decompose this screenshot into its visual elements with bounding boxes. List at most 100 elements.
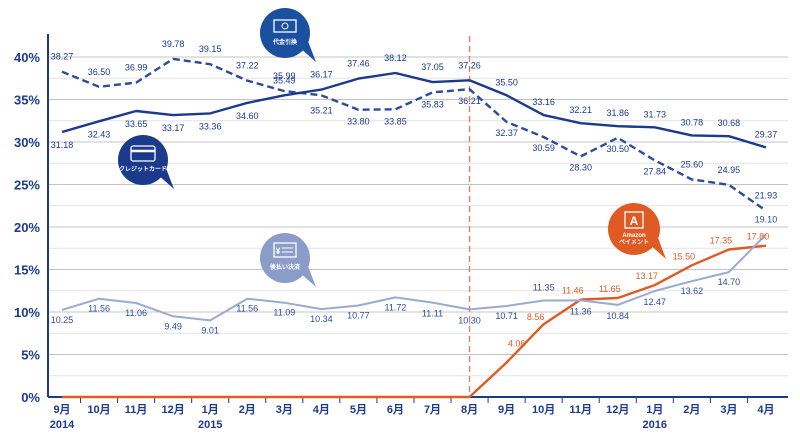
x-tick-label: 12月 (162, 403, 185, 416)
callout-bubble (260, 8, 310, 58)
x-tick-label: 12月 (606, 403, 629, 416)
callout-label: Amazon (622, 233, 646, 239)
data-label-credit: 31.18 (51, 140, 74, 150)
y-tick-label: 5% (21, 348, 40, 363)
data-label-amazon: 15.50 (673, 251, 696, 261)
y-tick-label: 15% (14, 263, 40, 278)
data-label-deferred: 9.01 (201, 325, 219, 335)
callout-label: ペイメント (619, 239, 649, 246)
callout-credit: クレジットカード (118, 135, 174, 189)
series-lines (61, 57, 767, 399)
data-label-credit: 31.73 (644, 109, 667, 119)
y-tick-label: 30% (14, 135, 40, 150)
data-label-deferred: 11.06 (125, 308, 147, 318)
callout-cash: 代金引換 (260, 8, 316, 62)
data-label-deferred: 10.30 (458, 315, 481, 325)
amazon-a-glyph: A (630, 214, 639, 228)
callout-label: クレジットカード (119, 165, 167, 173)
data-label-credit: 30.78 (681, 117, 704, 127)
data-label-deferred: 10.71 (495, 311, 518, 321)
data-label-deferred: 11.36 (570, 306, 592, 316)
data-label-cash: 27.84 (644, 166, 667, 176)
x-tick-label: 8月 (461, 403, 478, 416)
x-tick-label: 9月 (498, 403, 515, 416)
data-label-cash: 39.15 (199, 44, 222, 54)
data-label-cash: 33.85 (384, 116, 407, 126)
x-tick-label: 9月 (53, 403, 70, 416)
callout-deferred: ¥ 後払い決済 (260, 233, 316, 287)
x-tick-label: 11月 (569, 403, 592, 416)
data-label-amazon: 11.46 (562, 286, 584, 296)
data-label-cash: 21.93 (755, 191, 778, 201)
amazon-a-icon: A (624, 211, 644, 229)
x-tick-label: 10月 (532, 403, 555, 416)
x-tick-label: 6月 (387, 403, 404, 416)
data-labels: 38.27 36.50 36.99 39.78 39.15 37.22 35.99 35.21… (51, 39, 777, 349)
data-label-deferred: 9.49 (164, 321, 182, 331)
data-label-cash: 36.50 (88, 67, 111, 77)
data-label-amazon: 4.06 (508, 338, 526, 348)
x-tick-label: 7月 (424, 403, 441, 416)
series-line-cash (61, 57, 767, 212)
grid (48, 36, 788, 397)
data-label-deferred: 10.84 (606, 311, 629, 321)
data-label-credit: 36.17 (310, 70, 333, 80)
data-label-cash: 30.50 (606, 144, 629, 154)
data-label-credit: 37.46 (347, 59, 370, 69)
data-label-credit: 33.36 (199, 121, 222, 131)
y-tick-label: 20% (14, 220, 40, 235)
data-label-cash: 24.95 (718, 165, 741, 175)
data-label-credit: 34.60 (236, 111, 259, 121)
series-line-amazon (62, 244, 767, 399)
x-tick-label: 1月 (646, 403, 663, 416)
y-tick-label: 40% (14, 50, 40, 65)
credit-card-icon (130, 145, 156, 162)
data-label-deferred: 11.56 (88, 304, 110, 314)
callout-label: 後払い決済 (270, 263, 301, 271)
data-label-deferred: 12.47 (644, 297, 667, 307)
data-label-cash: 35.99 (273, 71, 296, 81)
data-label-cash: 32.37 (495, 128, 518, 138)
data-label-deferred: 14.70 (718, 277, 741, 287)
x-tick-label: 4月 (757, 403, 774, 416)
data-label-cash: 36.99 (125, 63, 148, 73)
data-label-cash: 35.83 (421, 99, 444, 109)
data-label-deferred: 19.10 (755, 215, 778, 225)
data-label-credit: 33.16 (532, 97, 555, 107)
callout-tail (648, 232, 666, 259)
series-line-deferred (61, 233, 767, 322)
x-tick-label: 2月 (683, 403, 700, 416)
data-label-credit: 35.49 (273, 75, 296, 85)
data-label-credit: 38.12 (384, 53, 407, 63)
data-label-cash: 35.21 (310, 105, 333, 115)
year-label: 2015 (198, 419, 222, 431)
year-label: 2016 (643, 419, 667, 431)
callout-tail (298, 261, 316, 287)
x-tick-label: 4月 (313, 403, 330, 416)
x-tick-label: 11月 (125, 403, 148, 416)
callout-tail (156, 163, 174, 189)
data-label-cash: 33.80 (347, 117, 370, 127)
data-label-cash: 38.27 (51, 52, 74, 62)
cash-on-delivery-icon (273, 19, 297, 33)
data-label-cash: 25.60 (681, 159, 704, 169)
data-label-deferred: 11.09 (273, 308, 295, 318)
x-tick-label: 2月 (239, 403, 256, 416)
callout-tail (298, 36, 316, 62)
data-label-credit: 31.86 (606, 108, 629, 118)
data-label-credit: 29.37 (755, 129, 778, 139)
data-label-amazon: 17.35 (710, 236, 733, 246)
data-label-credit: 30.68 (718, 118, 741, 128)
x-tick-label: 3月 (720, 403, 737, 416)
data-label-cash: 36.21 (458, 96, 481, 106)
data-label-deferred: 10.25 (51, 315, 74, 325)
invoice-icon: ¥ (273, 242, 297, 258)
data-label-deferred: 13.62 (681, 286, 704, 296)
y-tick-label: 35% (14, 93, 40, 108)
data-label-deferred: 10.34 (310, 314, 333, 324)
data-label-credit: 37.26 (458, 60, 481, 70)
data-label-deferred: 11.35 (533, 283, 555, 293)
callout-bubble (608, 203, 660, 255)
